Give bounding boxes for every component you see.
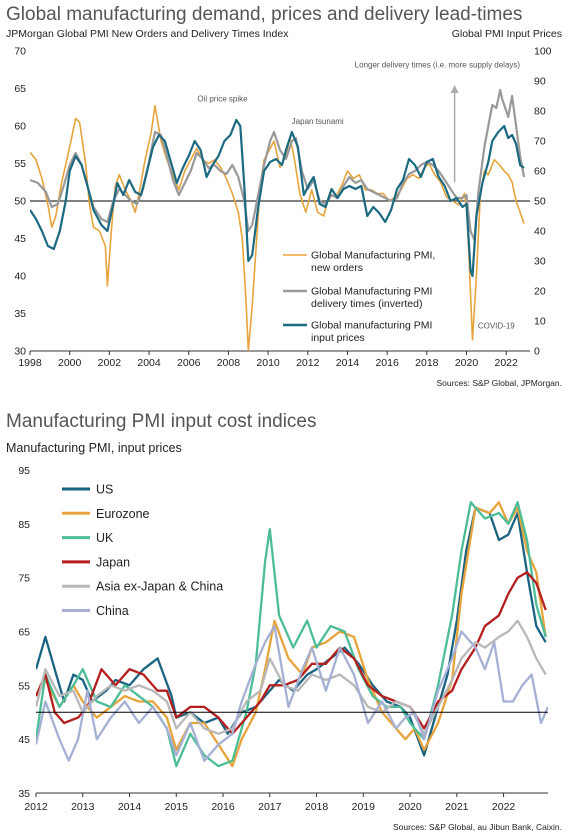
legend-label: Asia ex-Japan & China (96, 580, 223, 594)
y-tick-label: 95 (18, 465, 30, 477)
x-tick-label: 2012 (296, 357, 320, 369)
chart1-plot: 30 35 40 45 50 55 60 65 70 0 10 20 30 40 50 60 70 80 90 100… (14, 46, 552, 370)
x-tick-label: 2022 (495, 357, 519, 369)
x-tick-label: 2016 (211, 801, 235, 813)
right-tick-label: 70 (534, 136, 546, 148)
right-tick-label: 40 (534, 226, 546, 238)
x-tick-label: 2014 (336, 357, 360, 369)
legend-background (278, 245, 460, 347)
right-tick-label: 100 (534, 46, 552, 58)
legend-label: China (96, 604, 129, 618)
x-tick-label: 2015 (165, 801, 189, 813)
legend-label: delivery times (inverted) (311, 298, 422, 310)
legend-label: US (96, 483, 113, 497)
left-tick-label: 70 (14, 46, 26, 58)
x-tick-label: 2021 (445, 801, 469, 813)
legend-label: Global Manufacturing PMI, (311, 250, 435, 262)
right-tick-label: 10 (534, 316, 546, 328)
y-tick-label: 75 (18, 573, 30, 585)
x-tick-label: 2017 (258, 801, 282, 813)
right-tick-label: 60 (534, 166, 546, 178)
chart1-title: Global manufacturing demand, prices and … (6, 4, 523, 25)
series-line (36, 501, 547, 768)
left-tick-label: 35 (14, 308, 26, 320)
annotation-label: COVID-19 (478, 322, 515, 331)
x-tick-label: 2000 (58, 357, 82, 369)
series-line (36, 619, 547, 735)
right-tick-label: 20 (534, 286, 546, 298)
right-tick-label: 30 (534, 256, 546, 268)
annotation-label: Japan tsunami (292, 117, 344, 126)
x-tick-label: 2012 (24, 801, 48, 813)
y-tick-label: 35 (18, 788, 30, 800)
x-tick-label: 2018 (415, 357, 439, 369)
left-tick-label: 45 (14, 233, 26, 245)
x-tick-label: 1998 (18, 357, 42, 369)
x-tick-label: 2022 (492, 801, 516, 813)
x-tick-label: 2020 (398, 801, 422, 813)
x-tick-label: 2018 (305, 801, 329, 813)
left-tick-label: 30 (14, 346, 26, 358)
y-tick-label: 65 (18, 627, 30, 639)
left-tick-label: 60 (14, 121, 26, 133)
y-tick-label: 45 (18, 734, 30, 746)
series-line (30, 104, 525, 351)
annotation-label: Oil price spike (197, 94, 248, 103)
chart1-source: Sources: S&P Global, JPMorgan. (436, 378, 562, 388)
x-tick-label: 2006 (177, 357, 201, 369)
supply-delay-arrowhead (450, 85, 459, 93)
series-line (30, 118, 525, 278)
left-tick-label: 55 (14, 158, 26, 170)
x-tick-label: 2013 (71, 801, 95, 813)
annotation-label: Longer delivery times (i.e. more supply … (355, 61, 521, 70)
left-tick-label: 40 (14, 271, 26, 283)
x-tick-label: 2004 (137, 357, 161, 369)
legend-label: UK (96, 531, 114, 545)
y-tick-label: 55 (18, 680, 30, 692)
chart1-right-axis-title: Global PMI Input Prices (451, 28, 562, 40)
legend-label: Japan (96, 555, 130, 569)
x-tick-label: 2008 (217, 357, 241, 369)
y-tick-label: 85 (18, 519, 30, 531)
right-tick-label: 80 (534, 106, 546, 118)
x-tick-label: 2019 (352, 801, 376, 813)
legend-label: input prices (311, 332, 365, 344)
right-tick-label: 50 (534, 196, 546, 208)
legend-label: Global Manufacturing PMI (311, 286, 432, 298)
chart2-axis-title: Manufacturing PMI, input prices (6, 441, 182, 455)
legend-label: Global manufacturing PMI (311, 320, 432, 332)
x-tick-label: 2020 (455, 357, 479, 369)
left-tick-label: 50 (14, 196, 26, 208)
x-tick-label: 2002 (98, 357, 122, 369)
chart2-source: Sources: S&P Global, au Jibun Bank, Caix… (393, 822, 562, 832)
series-line (36, 571, 547, 735)
legend-label: new orders (311, 262, 363, 274)
right-tick-label: 0 (534, 346, 540, 358)
x-tick-label: 2016 (375, 357, 399, 369)
left-tick-label: 65 (14, 83, 26, 95)
x-tick-label: 2014 (118, 801, 142, 813)
x-tick-label: 2010 (256, 357, 280, 369)
legend-label: Eurozone (96, 507, 150, 521)
right-tick-label: 90 (534, 76, 546, 88)
chart1-left-axis-title: JPMorgan Global PMI New Orders and Deliv… (6, 28, 289, 40)
chart2-title: Manufacturing PMI input cost indices (6, 411, 317, 432)
